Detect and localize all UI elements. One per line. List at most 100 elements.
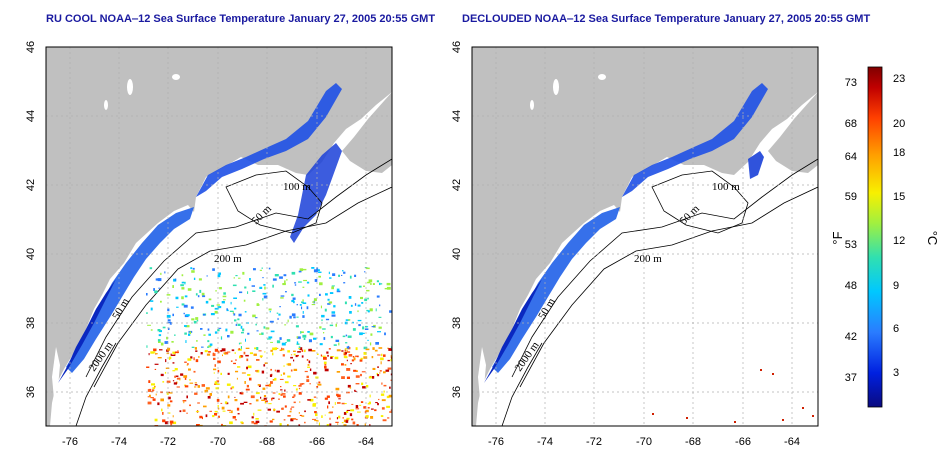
speckle-dot xyxy=(369,342,372,346)
speckle-dot xyxy=(304,410,306,413)
y-tick-label: 42 xyxy=(451,179,463,191)
y-tick-label: 46 xyxy=(25,41,37,53)
speckle-dot xyxy=(217,405,219,408)
speckle-dot xyxy=(331,311,336,314)
speckle-dot xyxy=(161,408,163,412)
speckle-dot xyxy=(367,281,371,284)
speckle-dot xyxy=(295,325,299,328)
speckle-dot xyxy=(237,413,240,415)
speckle-dot xyxy=(343,424,347,426)
speckle-dot xyxy=(270,330,275,333)
speckle-dot xyxy=(270,368,272,371)
speckle-dot xyxy=(245,338,246,342)
speckle-dot xyxy=(343,282,346,284)
speckle-dot xyxy=(265,384,269,387)
speckle-dot xyxy=(232,284,237,287)
speckle-dot xyxy=(355,405,359,408)
speckle-dot xyxy=(270,341,273,343)
speckle-dot xyxy=(366,289,370,292)
speckle-dot xyxy=(205,414,208,418)
speckle-dot xyxy=(271,397,273,401)
colorbar-c-tick: 15 xyxy=(893,191,905,203)
speckle-dot xyxy=(162,326,166,329)
speckle-dot xyxy=(259,286,263,289)
speckle-dot xyxy=(386,282,391,286)
speckle-dot xyxy=(365,415,369,418)
speckle-dot xyxy=(234,399,238,402)
speckle-dot xyxy=(208,298,212,301)
speckle-dot xyxy=(165,367,170,369)
speckle-dot xyxy=(390,355,392,358)
speckle-dot xyxy=(345,342,348,344)
speckle-dot xyxy=(197,385,200,388)
speckle-dot xyxy=(225,351,229,355)
speckle-dot xyxy=(303,337,306,340)
speckle-dot xyxy=(190,356,193,359)
speckle-dot xyxy=(377,403,379,406)
speckle-dot xyxy=(219,306,222,309)
speckle-dot xyxy=(247,365,252,369)
speckle-dot xyxy=(348,354,353,357)
x-tick-label: -70 xyxy=(210,436,226,448)
speckle-dot xyxy=(233,297,237,299)
speckle-dot xyxy=(302,315,305,318)
speckle-dot xyxy=(223,292,226,295)
speckle-dot xyxy=(253,268,256,271)
speckle-dot xyxy=(321,314,325,318)
speckle-dot xyxy=(323,356,327,360)
speckle-dot xyxy=(225,328,228,332)
speckle-dot xyxy=(381,399,386,402)
sst-gulf-of-maine xyxy=(622,83,768,197)
speckle-dot xyxy=(298,412,300,414)
speckle-dot xyxy=(279,306,281,308)
speckle-dot xyxy=(293,394,296,397)
colorbar-c-tick: 18 xyxy=(893,147,905,159)
speckle-dot xyxy=(244,311,247,313)
speckle-dot xyxy=(181,287,185,290)
speckle-dot xyxy=(184,385,189,388)
speckle-dot xyxy=(342,417,344,419)
speckle-dot xyxy=(283,372,286,375)
speckle-dot xyxy=(328,301,333,304)
speckle-dot xyxy=(171,354,176,356)
speckle-dot xyxy=(336,371,341,373)
speckle-dot xyxy=(172,421,177,425)
speckle-dot xyxy=(184,295,188,298)
speckle-dot xyxy=(191,270,195,273)
speckle-dot xyxy=(192,267,195,270)
speckle-dot xyxy=(226,309,229,312)
speckle-dot xyxy=(293,300,295,304)
speckle-dot xyxy=(367,402,371,405)
speckle-dot xyxy=(166,336,168,340)
lake xyxy=(530,100,534,110)
speckle-dot xyxy=(296,341,299,345)
speckle-dot xyxy=(268,336,273,339)
speckle-dot xyxy=(384,288,388,290)
land-us-coast xyxy=(472,47,818,426)
speckle-dot xyxy=(184,377,187,380)
speckle-dot xyxy=(344,352,347,355)
speckle-dot xyxy=(193,370,196,373)
speckle-dot xyxy=(208,351,211,353)
speckle-dot xyxy=(167,396,171,400)
speckle-dot xyxy=(344,403,347,405)
speckle-dot xyxy=(234,307,237,310)
speckle-dot xyxy=(357,304,361,307)
lake xyxy=(598,74,606,80)
speckle-dot xyxy=(269,310,271,313)
speckle-dot xyxy=(276,369,280,373)
speckle-dot xyxy=(297,351,301,353)
speckle-dot xyxy=(314,419,318,422)
x-tick-label: -68 xyxy=(685,436,701,448)
speckle-dot xyxy=(246,384,249,388)
speckle-dot xyxy=(240,402,244,405)
speckle-dot xyxy=(364,423,366,426)
speckle-dot xyxy=(313,371,317,375)
speckle-dot xyxy=(349,275,352,279)
speckle-dot xyxy=(272,284,274,288)
speckle-dot xyxy=(181,303,185,306)
lake xyxy=(172,74,180,80)
speckle-dot xyxy=(354,389,356,392)
speckle-dot xyxy=(231,386,235,389)
speckle-dot xyxy=(271,397,275,400)
